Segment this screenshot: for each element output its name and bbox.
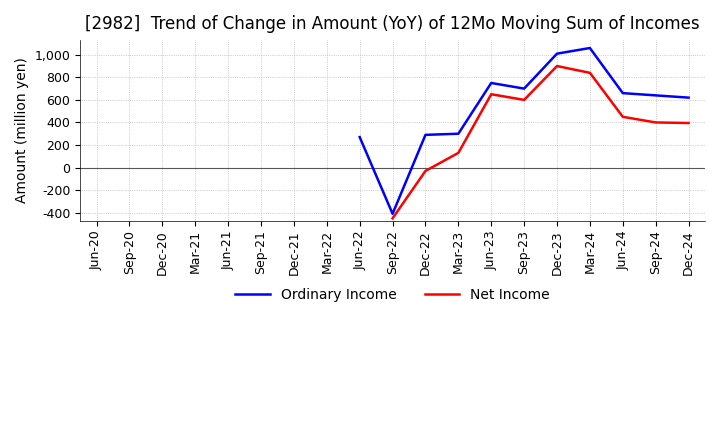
Net Income: [388, 216, 397, 221]
Ordinary Income: [487, 81, 495, 86]
Net Income: [618, 114, 627, 119]
Ordinary Income: [553, 51, 562, 56]
Ordinary Income: [618, 91, 627, 96]
Net Income: [684, 121, 693, 126]
Line: Ordinary Income: Ordinary Income: [360, 48, 688, 214]
Ordinary Income: [454, 131, 463, 136]
Ordinary Income: [652, 93, 660, 98]
Ordinary Income: [585, 45, 594, 51]
Y-axis label: Amount (million yen): Amount (million yen): [15, 57, 29, 203]
Ordinary Income: [421, 132, 430, 137]
Net Income: [520, 97, 528, 103]
Net Income: [454, 150, 463, 155]
Net Income: [487, 92, 495, 97]
Line: Net Income: Net Income: [392, 66, 688, 218]
Ordinary Income: [684, 95, 693, 100]
Net Income: [585, 70, 594, 75]
Ordinary Income: [388, 211, 397, 216]
Net Income: [421, 169, 430, 174]
Net Income: [652, 120, 660, 125]
Legend: Ordinary Income, Net Income: Ordinary Income, Net Income: [230, 282, 556, 308]
Net Income: [553, 63, 562, 69]
Ordinary Income: [520, 86, 528, 91]
Title: [2982]  Trend of Change in Amount (YoY) of 12Mo Moving Sum of Incomes: [2982] Trend of Change in Amount (YoY) o…: [85, 15, 700, 33]
Ordinary Income: [356, 135, 364, 140]
